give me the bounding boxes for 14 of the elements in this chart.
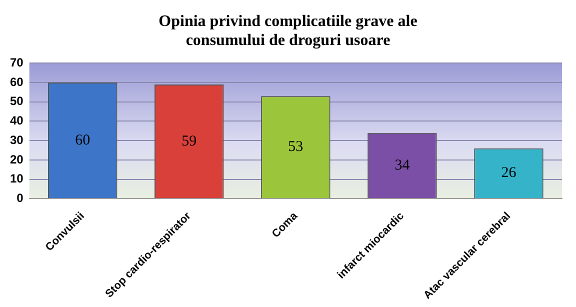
y-tick-label: 60 — [10, 74, 24, 89]
data-label: 60 — [75, 132, 90, 148]
data-label: 53 — [288, 139, 304, 156]
y-tick-label: 30 — [10, 132, 24, 147]
data-label: 34 — [394, 157, 410, 174]
y-tick-label: 70 — [10, 56, 24, 70]
y-tick-label: 0 — [16, 190, 24, 205]
y-tick-label: 10 — [10, 172, 24, 186]
y-tick-label: 50 — [10, 94, 24, 108]
y-tick-label: 20 — [10, 152, 24, 166]
y-tick-label: 40 — [10, 114, 24, 128]
data-label: 26 — [501, 165, 517, 182]
chart-title: Opinia privind complicatiile grave ale consumului de droguri usoare — [158, 12, 418, 50]
data-label: 59 — [182, 133, 197, 150]
